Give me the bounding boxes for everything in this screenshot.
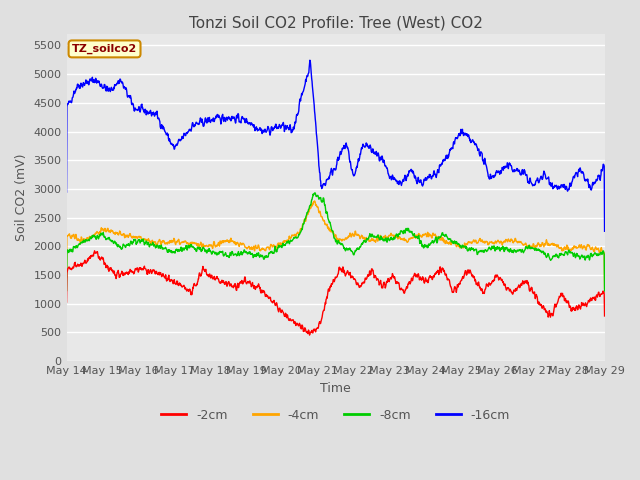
Y-axis label: Soil CO2 (mV): Soil CO2 (mV) [15, 154, 28, 241]
X-axis label: Time: Time [320, 382, 351, 395]
Title: Tonzi Soil CO2 Profile: Tree (West) CO2: Tonzi Soil CO2 Profile: Tree (West) CO2 [189, 15, 483, 30]
Text: TZ_soilco2: TZ_soilco2 [72, 44, 137, 54]
Legend: -2cm, -4cm, -8cm, -16cm: -2cm, -4cm, -8cm, -16cm [156, 404, 515, 427]
